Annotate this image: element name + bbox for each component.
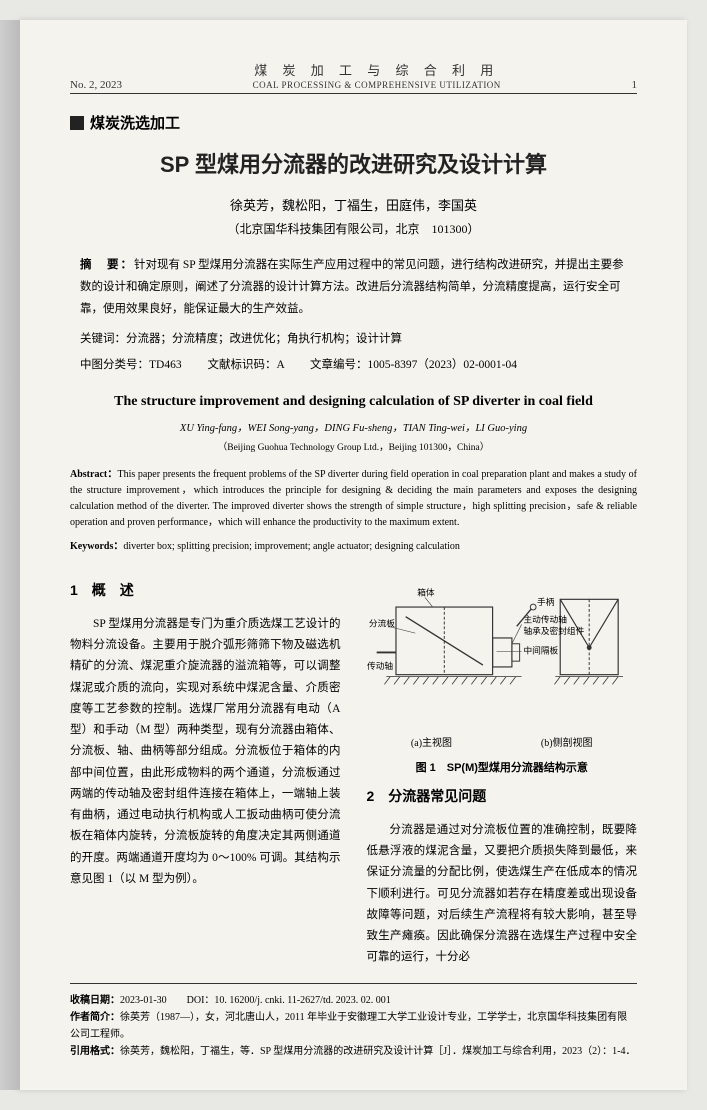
- classification-row: 中图分类号：TD463 文献标识码：A 文章编号：1005-8397（2023）…: [80, 355, 627, 376]
- abstract-en-text: This paper presents the frequent problem…: [70, 469, 637, 528]
- clc-value: TD463: [149, 359, 182, 371]
- doc-code-label: 文献标识码：: [207, 359, 276, 371]
- journal-title: 煤 炭 加 工 与 综 合 利 用 COAL PROCESSING & COMP…: [122, 60, 632, 91]
- recv-label: 收稿日期：: [70, 995, 120, 1006]
- article-id-label: 文章编号：: [310, 359, 368, 371]
- author-bio: 作者简介：徐英芳（1987—），女，河北唐山人，2011 年毕业于安徽理工大学工…: [70, 1009, 637, 1043]
- abstract-en-label: Abstract：: [70, 469, 117, 480]
- authors-en: XU Ying-fang，WEI Song-yang，DING Fu-sheng…: [70, 420, 637, 435]
- figure-1-caption: 图 1 SP(M)型煤用分流器结构示意: [367, 758, 638, 778]
- fig-label-shoubing: 手柄: [537, 596, 555, 607]
- section-2-body: 分流器是通过对分流板位置的准确控制，既要降低悬浮液的煤泥含量，又要把介质损失降到…: [367, 820, 638, 969]
- article-title-en: The structure improvement and designing …: [70, 394, 637, 410]
- section-tag-text: 煤炭洗选加工: [90, 112, 180, 133]
- keywords-en-text: diverter box; splitting precision; impro…: [123, 541, 460, 552]
- abstract-cn-label: 摘 要：: [80, 259, 134, 271]
- binding-edge: [0, 20, 20, 1090]
- authors-cn: 徐英芳，魏松阳，丁福生，田庭伟，李国英: [70, 195, 637, 214]
- journal-title-cn: 煤 炭 加 工 与 综 合 利 用: [254, 63, 499, 78]
- article-id-value: 1005-8397（2023）02-0001-04: [368, 359, 518, 371]
- keywords-en-label: Keywords：: [70, 541, 123, 552]
- footer-rule: [70, 983, 637, 984]
- figure-1: 箱体 分流板 传动轴 手柄 主动传动轴 轴承及密封组件 中间隔板 (a)主视图 …: [367, 580, 638, 778]
- fig-label-zhongjian: 中间隔板: [523, 644, 558, 655]
- author-bio-label: 作者简介：: [70, 1012, 120, 1023]
- section-marker-icon: [70, 116, 84, 130]
- figure-1-subcaptions: (a)主视图 (b)侧剖视图: [367, 735, 638, 754]
- page-number: 1: [632, 79, 638, 91]
- cite-text: 徐英芳，魏松阳，丁福生，等．SP 型煤用分流器的改进研究及设计计算［J］．煤炭加…: [120, 1046, 635, 1057]
- fig-label-chuandongzhou: 传动轴: [367, 660, 393, 671]
- affiliation-en: （Beijing Guohua Technology Group Ltd.，Be…: [70, 439, 637, 453]
- keywords-cn: 关键词：分流器；分流精度；改进优化；角执行机构；设计计算: [80, 329, 627, 350]
- abstract-en: Abstract：This paper presents the frequen…: [70, 467, 637, 531]
- figure-1-sub-a: (a)主视图: [411, 735, 452, 754]
- keywords-cn-text: 分流器；分流精度；改进优化；角执行机构；设计计算: [126, 333, 402, 345]
- citation-format: 引用格式：徐英芳，魏松阳，丁福生，等．SP 型煤用分流器的改进研究及设计计算［J…: [70, 1043, 637, 1060]
- fig-label-xiangti: 箱体: [417, 586, 435, 597]
- page: No. 2, 2023 煤 炭 加 工 与 综 合 利 用 COAL PROCE…: [20, 20, 687, 1090]
- doc-code-value: A: [276, 359, 284, 371]
- section-1-body: SP 型煤用分流器是专门为重介质选煤工艺设计的物料分流设备。主要用于脱介弧形筛筛…: [70, 614, 341, 890]
- body-columns: 1 概 述 SP 型煤用分流器是专门为重介质选煤工艺设计的物料分流设备。主要用于…: [70, 572, 637, 969]
- author-bio-text: 徐英芳（1987—），女，河北唐山人，2011 年毕业于安徽理工大学工业设计专业…: [70, 1012, 627, 1040]
- figure-1-sub-b: (b)侧剖视图: [541, 735, 593, 754]
- section-1-heading: 1 概 述: [70, 578, 341, 604]
- issue-number: No. 2, 2023: [70, 79, 122, 91]
- journal-title-en: COAL PROCESSING & COMPREHENSIVE UTILIZAT…: [253, 80, 501, 90]
- keywords-en: Keywords：diverter box; splitting precisi…: [70, 537, 637, 552]
- fig-label-fenliuban: 分流板: [368, 617, 394, 628]
- article-title-cn: SP 型煤用分流器的改进研究及设计计算: [70, 147, 637, 179]
- cite-label: 引用格式：: [70, 1046, 120, 1057]
- column-left: 1 概 述 SP 型煤用分流器是专门为重介质选煤工艺设计的物料分流设备。主要用于…: [70, 572, 341, 969]
- abstract-cn-text: 针对现有 SP 型煤用分流器在实际生产应用过程中的常见问题，进行结构改进研究，并…: [80, 259, 624, 315]
- section-tag: 煤炭洗选加工: [70, 112, 637, 133]
- fig-label-zhudong: 主动传动轴: [523, 613, 567, 624]
- section-2-heading: 2 分流器常见问题: [367, 784, 638, 810]
- keywords-cn-label: 关键词：: [80, 333, 126, 345]
- column-right: 箱体 分流板 传动轴 手柄 主动传动轴 轴承及密封组件 中间隔板 (a)主视图 …: [367, 572, 638, 969]
- recv-value: 2023-01-30 DOI：10. 16200/j. cnki. 11-262…: [120, 995, 391, 1006]
- figure-1-svg: 箱体 分流板 传动轴 手柄 主动传动轴 轴承及密封组件 中间隔板: [367, 580, 638, 725]
- clc-label: 中图分类号：: [80, 359, 149, 371]
- fig-label-zhoucheng: 轴承及密封组件: [523, 625, 584, 636]
- abstract-cn: 摘 要：针对现有 SP 型煤用分流器在实际生产应用过程中的常见问题，进行结构改进…: [80, 255, 627, 321]
- received-date: 收稿日期：2023-01-30 DOI：10. 16200/j. cnki. 1…: [70, 992, 637, 1009]
- affiliation-cn: （北京国华科技集团有限公司，北京 101300）: [70, 220, 637, 237]
- running-header: No. 2, 2023 煤 炭 加 工 与 综 合 利 用 COAL PROCE…: [70, 60, 637, 94]
- footer-block: 收稿日期：2023-01-30 DOI：10. 16200/j. cnki. 1…: [70, 992, 637, 1060]
